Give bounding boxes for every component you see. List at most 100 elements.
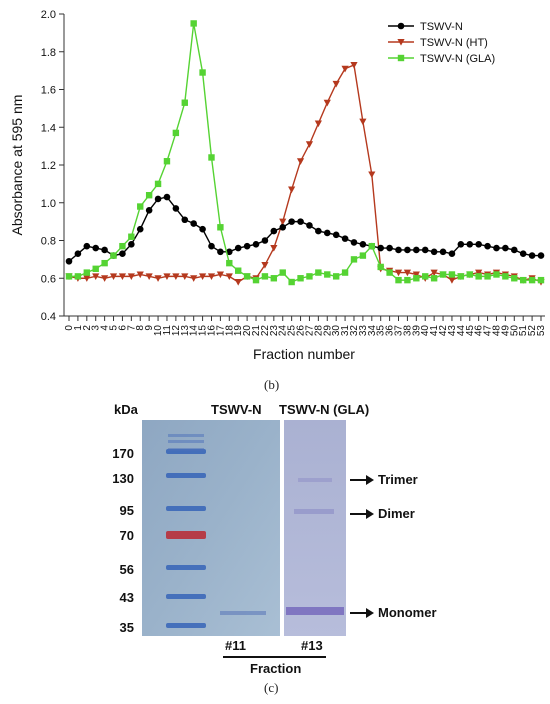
y-tick-label: 0.6 <box>41 273 56 285</box>
x-tick-label: 41 <box>429 325 440 337</box>
x-tick-label: 9 <box>144 325 155 331</box>
data-point <box>243 273 251 280</box>
x-tick-label: 52 <box>527 325 538 337</box>
data-point <box>324 271 331 278</box>
y-tick-label: 1.0 <box>41 198 56 210</box>
gel-image-marker-lane <box>142 420 280 636</box>
data-point <box>252 276 260 284</box>
ladder-band <box>166 473 206 478</box>
data-point <box>252 240 260 248</box>
data-point <box>359 118 367 126</box>
series-1 <box>65 61 545 286</box>
data-point <box>190 220 197 227</box>
data-point <box>341 65 349 73</box>
chart-legend: TSWV-N TSWV-N (HT) TSWV-N (GLA) <box>388 21 495 65</box>
data-point <box>217 248 224 256</box>
trimer-label: Trimer <box>378 472 418 487</box>
fraction-bracket-line <box>223 656 326 658</box>
x-tick-label: 12 <box>171 325 182 337</box>
x-tick-label: 23 <box>269 325 280 337</box>
absorbance-line-chart: 0.40.60.81.01.21.41.61.82.0 012345678910… <box>9 9 547 362</box>
gel-image-gla-lane <box>284 420 346 636</box>
x-tick-label: 11 <box>162 325 173 336</box>
x-tick-label: 32 <box>349 325 360 337</box>
data-point <box>519 276 527 284</box>
data-point <box>350 239 358 246</box>
mw-label: 35 <box>119 620 134 635</box>
data-point <box>359 252 367 259</box>
data-point <box>288 278 295 286</box>
monomer-arrow <box>350 608 374 618</box>
data-point <box>136 225 144 233</box>
ladder-band <box>166 506 206 511</box>
data-point <box>466 240 474 248</box>
x-tick-label: 1 <box>73 325 84 331</box>
y-tick-label: 1.6 <box>41 85 56 97</box>
data-point <box>306 222 313 229</box>
data-point <box>448 277 456 284</box>
data-point <box>74 273 82 280</box>
data-point <box>208 154 215 161</box>
legend-marker <box>397 54 405 62</box>
data-point <box>235 267 242 274</box>
data-point <box>270 227 278 235</box>
data-point <box>314 120 322 128</box>
data-point <box>288 218 295 225</box>
data-point <box>430 248 438 256</box>
x-tick-label: 5 <box>109 325 120 331</box>
x-tick-label: 51 <box>518 325 529 337</box>
data-point <box>65 273 73 280</box>
data-point <box>315 269 322 276</box>
data-point <box>475 240 482 248</box>
data-point <box>332 231 340 239</box>
x-tick-label: 36 <box>385 325 396 337</box>
x-tick-label: 6 <box>117 325 128 331</box>
data-point <box>119 242 126 250</box>
ladder-band-top <box>168 448 204 451</box>
data-point <box>350 61 358 69</box>
x-tick-label: 49 <box>500 325 511 337</box>
monomer-label: Monomer <box>378 605 437 620</box>
data-point <box>208 242 215 250</box>
legend-marker <box>397 22 405 30</box>
x-tick-label: 45 <box>465 325 476 337</box>
data-point <box>519 250 527 258</box>
data-point <box>234 244 242 252</box>
kda-label: kDa <box>114 402 138 417</box>
data-point <box>279 218 287 226</box>
data-point <box>83 269 91 276</box>
data-point <box>386 269 393 276</box>
data-point <box>439 248 447 256</box>
data-point <box>163 273 171 280</box>
data-point <box>466 271 473 278</box>
x-axis: 0123456789101112131415161718192021222324… <box>64 316 547 336</box>
data-point <box>422 273 429 280</box>
data-point <box>261 237 269 244</box>
data-point <box>305 141 314 148</box>
data-point <box>493 271 500 278</box>
x-tick-label: 39 <box>411 325 422 337</box>
x-tick-label: 3 <box>91 325 102 331</box>
data-point <box>137 203 144 210</box>
data-point <box>172 129 180 137</box>
data-point <box>154 180 162 188</box>
legend-label: TSWV-N (HT) <box>420 37 488 49</box>
data-point <box>502 273 509 280</box>
y-axis-label: Absorbance at 595 nm <box>9 95 25 236</box>
x-tick-label: 20 <box>242 325 253 337</box>
x-tick-label: 17 <box>215 325 226 337</box>
data-point <box>502 244 509 252</box>
data-point <box>475 269 483 277</box>
x-tick-label: 31 <box>340 325 351 337</box>
data-point <box>198 273 207 280</box>
mw-label: 43 <box>119 590 134 605</box>
gel-background-left <box>142 420 280 636</box>
data-point <box>145 192 153 199</box>
data-point <box>412 271 420 279</box>
data-point <box>430 275 438 282</box>
data-point <box>332 273 340 280</box>
mw-label: 70 <box>119 528 134 543</box>
data-point <box>172 273 180 280</box>
x-tick-label: 50 <box>509 325 520 337</box>
data-point <box>261 273 269 280</box>
